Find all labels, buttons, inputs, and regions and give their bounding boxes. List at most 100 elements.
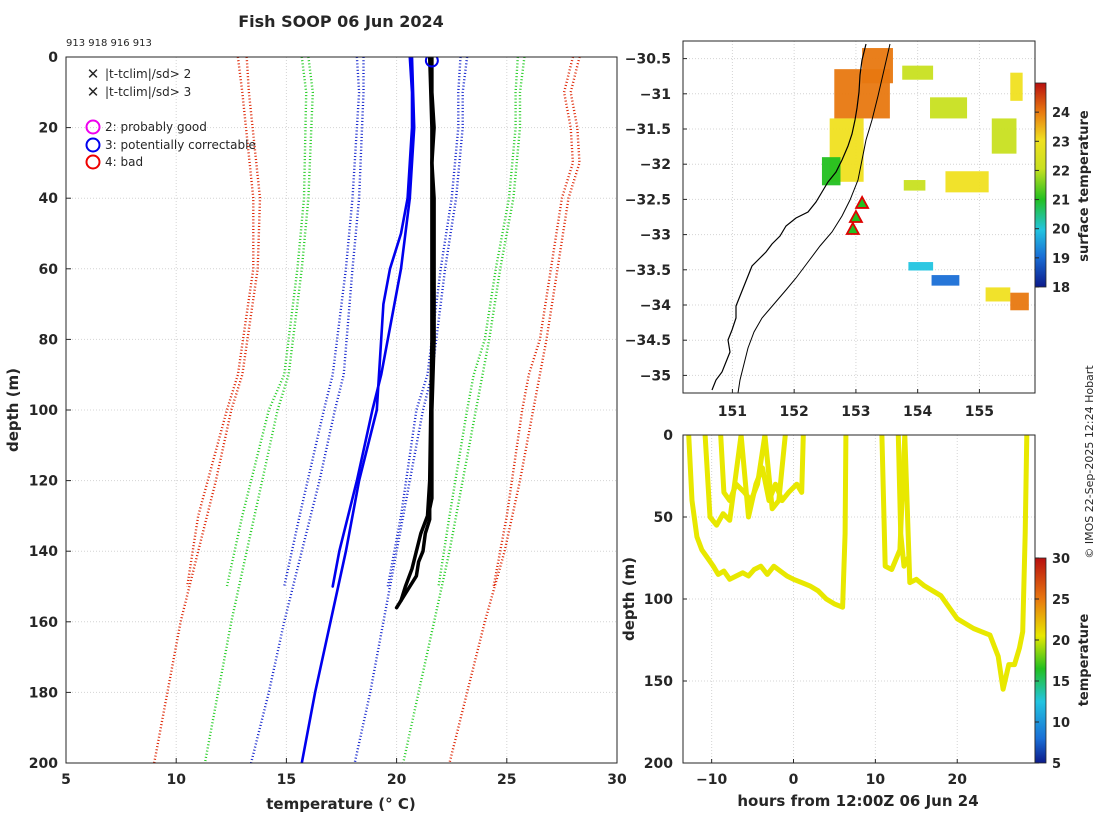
map-colorbar-tick-label: 18 (1052, 281, 1070, 296)
legend-label: 3: potentially correctable (105, 138, 256, 152)
legend-circle-icon (85, 137, 101, 153)
depth-time-xtick-label: 0 (789, 772, 799, 788)
profile-ytick-label: 40 (39, 191, 59, 207)
profile-xtick-label: 20 (387, 772, 407, 788)
profile-legend: ✕ |t-tclim|/sd> 2 ✕ |t-tclim|/sd> 3 2: proba… (85, 65, 256, 170)
map-colorbar-tick-label: 21 (1052, 194, 1070, 209)
depth-time-series (686, 435, 1030, 692)
ids-label: 913 918 916 913 (66, 38, 152, 49)
depth-time-ytick-label: 150 (644, 674, 673, 690)
depth-time-tow-3 (718, 435, 788, 512)
profile-ticks: 5 10 15 20 25 30 0 20 40 60 80 100 120 140 160 180 200 (29, 50, 627, 788)
legend-label: |t-tclim|/sd> 2 (105, 67, 191, 81)
depth-time-colorbar-tick-label: 25 (1052, 593, 1070, 608)
profile-flag-marker (424, 57, 439, 68)
map-xtick-label: 152 (780, 404, 809, 420)
depth-time-colorbar (1034, 557, 1047, 764)
map-ytick-label: −30.5 (625, 52, 671, 68)
map-xtick-label: 151 (718, 404, 747, 420)
profile-xtick-label: 15 (277, 772, 296, 788)
profile-line-clim-1sd-upper- (283, 57, 361, 587)
profile-line-clim-2sd-upper- (437, 57, 519, 587)
legend-label: 2: probably good (105, 120, 207, 134)
map-ytick-label: −31.5 (625, 122, 671, 138)
profile-line-clim-1sd (249, 57, 365, 763)
xbt-drop-marker (848, 209, 864, 223)
profile-ytick-label: 80 (39, 332, 59, 348)
map-colorbar-tick-label: 22 (1052, 164, 1070, 179)
depth-time-colorbar-tick-label: 5 (1052, 757, 1061, 772)
map-colorbar-tick-label: 19 (1052, 252, 1070, 267)
map-colorbar-tick-label: 24 (1052, 106, 1070, 121)
map-ytick-label: −32 (640, 157, 671, 173)
profile-line-clim-2sd-upper- (225, 57, 308, 587)
map-panel: 151 152 153 154 155 −30.5 −31 −31.5 −32 −32.5 −33 −… (625, 40, 1092, 420)
profile-line-clim-2sd (402, 57, 526, 763)
depth-time-colorbar-ticks: 5 10 15 20 25 30 (1035, 552, 1070, 772)
profile-line-clim-mean (300, 57, 414, 763)
sst-patch (903, 180, 926, 191)
profile-line-clim-3sd-upper- (186, 57, 255, 587)
sst-patch (821, 157, 841, 186)
legend-circle-icon (85, 119, 101, 135)
depth-time-tow-4 (879, 435, 1030, 692)
profile-line-clim-mean-upper- (331, 57, 416, 588)
map-ticks: 151 152 153 154 155 −30.5 −31 −31.5 −32 −32.5 −33 −… (625, 52, 994, 420)
depth-time-ytick-label: 200 (644, 756, 673, 772)
xbt-drop-marker (854, 195, 870, 209)
legend-label: 4: bad (105, 155, 143, 169)
profile-ytick-label: 180 (29, 685, 58, 701)
profile-ytick-label: 140 (29, 544, 58, 560)
profile-grid (66, 57, 617, 763)
sst-patch (1010, 292, 1029, 311)
profile-xtick-label: 5 (61, 772, 71, 788)
profile-ylabel: depth (m) (4, 368, 22, 452)
profile-line-observed-profile-2- (399, 57, 434, 603)
map-ytick-label: −32.5 (625, 192, 671, 208)
map-ytick-label: −34 (640, 298, 671, 314)
depth-time-colorbar-tick-label: 10 (1052, 716, 1070, 731)
depth-time-xtick-label: 20 (947, 772, 967, 788)
map-xtick-label: 154 (903, 404, 932, 420)
sst-patch (1010, 72, 1023, 101)
xbt-drop-marker (845, 221, 861, 235)
depth-time-colorbar-tick-label: 15 (1052, 675, 1070, 690)
sst-patch (985, 287, 1011, 302)
sst-patch (931, 275, 960, 286)
profile-xtick-label: 25 (497, 772, 516, 788)
profile-xlabel: temperature (° C) (266, 795, 416, 813)
map-colorbar-label: surface temperature (1077, 110, 1092, 262)
map-xtick-label: 153 (841, 404, 870, 420)
profile-ytick-label: 160 (29, 615, 58, 631)
depth-time-colorbar-tick-label: 30 (1052, 552, 1070, 567)
depth-time-ytick-label: 0 (663, 428, 673, 444)
profile-line-clim-3sd-upper- (492, 57, 575, 587)
legend-cross-icon: ✕ (87, 83, 100, 101)
depth-time-ylabel: depth (m) (620, 557, 638, 641)
profile-line-clim-3sd (448, 57, 581, 763)
coastline (711, 43, 867, 391)
profile-line-clim-3sd (153, 57, 262, 763)
sst-patch (908, 262, 934, 271)
profile-xtick-label: 10 (166, 772, 186, 788)
profile-ytick-label: 20 (39, 121, 59, 137)
depth-time-xlabel: hours from 12:00Z 06 Jun 24 (737, 792, 978, 810)
profile-ytick-label: 120 (29, 474, 58, 490)
depth-time-xtick-label: −10 (696, 772, 727, 788)
legend-label: |t-tclim|/sd> 3 (105, 85, 191, 99)
legend-circle-icon (85, 154, 101, 170)
map-ytick-label: −31 (640, 87, 671, 103)
sst-patch (902, 65, 934, 80)
map-coastline (711, 43, 891, 393)
legend-cross-icon: ✕ (87, 65, 100, 83)
profile-xtick-label: 30 (607, 772, 627, 788)
sst-patch (945, 171, 989, 193)
sst-patch (991, 118, 1017, 154)
map-colorbar-ticks: 18 19 20 21 22 23 24 (1035, 106, 1070, 296)
map-sst-patches (821, 48, 1029, 311)
map-ytick-label: −33 (640, 228, 671, 244)
depth-time-ytick-label: 50 (654, 510, 674, 526)
